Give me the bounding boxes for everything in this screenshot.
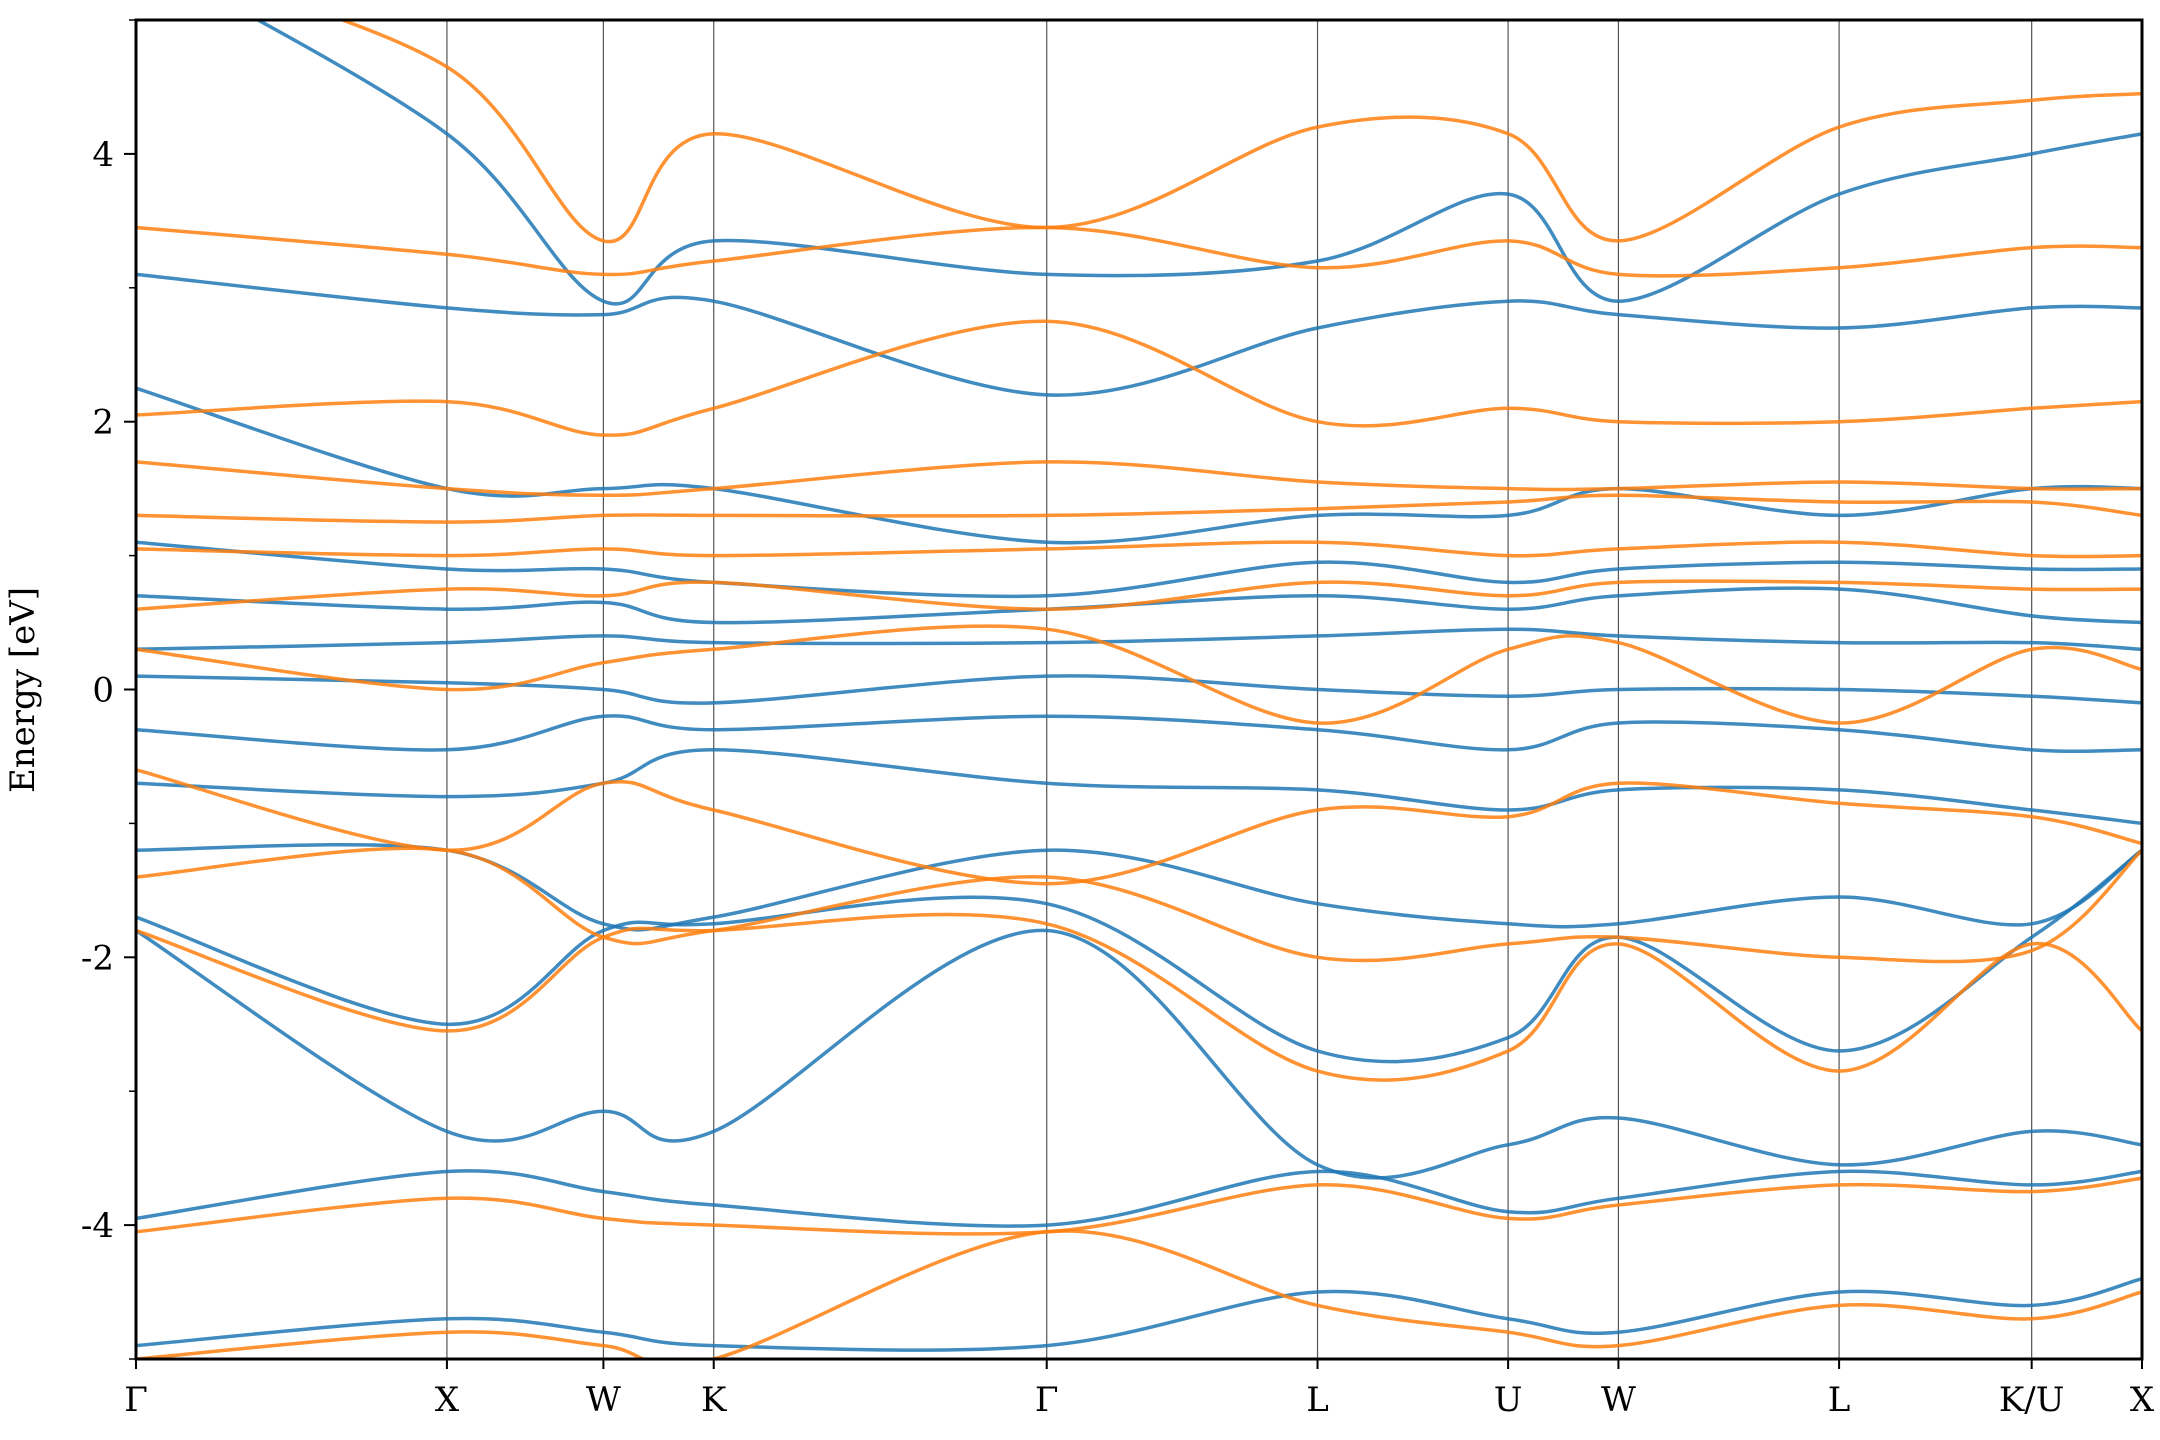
spin-down-bands <box>136 20 2142 1359</box>
spin-down-band-line <box>136 846 2142 964</box>
spin-down-band-line <box>136 493 2142 524</box>
spin-up-band-line <box>136 842 2142 932</box>
spin-down-band-line <box>136 319 2142 437</box>
x-tick-label: U <box>1494 1380 1523 1420</box>
x-tick-label: Γ <box>124 1380 148 1420</box>
spin-up-band-line <box>136 586 2142 625</box>
x-tick-label: K/U <box>1999 1380 2065 1420</box>
spin-down-band-line <box>136 540 2142 559</box>
x-tick-label: K <box>701 1380 727 1420</box>
x-tick-label: L <box>1828 1380 1851 1420</box>
spin-up-band-line <box>136 1276 2142 1352</box>
spin-up-band-line <box>136 748 2142 826</box>
x-axis-ticks: Γ X W K Γ L U W L K/U X <box>124 1359 2155 1420</box>
y-axis-ticks: -4 -2 0 2 4 <box>81 19 136 1360</box>
spin-up-band-line <box>136 848 2142 1064</box>
spin-up-bands <box>136 20 2142 1352</box>
spin-up-band-line <box>136 1169 2142 1228</box>
y-tick-label: -2 <box>81 938 114 978</box>
spin-up-band-line <box>136 928 2142 1180</box>
spin-down-band-line <box>136 460 2142 498</box>
spin-down-band-line <box>136 1176 2142 1236</box>
spin-down-band-line <box>136 624 2142 725</box>
spin-down-band-line <box>337 20 2142 244</box>
spin-up-band-line <box>136 714 2142 754</box>
spin-up-band-line <box>136 386 2142 545</box>
x-tick-label: L <box>1306 1380 1329 1420</box>
x-tick-label: W <box>1601 1380 1636 1420</box>
y-tick-label: 0 <box>92 671 114 711</box>
x-tick-label: Γ <box>1035 1380 1059 1420</box>
spin-down-band-line <box>136 768 2142 886</box>
spin-up-band-line <box>136 540 2142 599</box>
spin-up-band-line <box>136 272 2142 397</box>
x-tick-label: X <box>435 1380 460 1420</box>
y-tick-label: 4 <box>92 135 114 175</box>
spin-up-band-line <box>136 627 2142 652</box>
spin-up-band-line <box>254 20 2142 306</box>
spin-down-band-line <box>136 225 2142 278</box>
spin-down-band-line <box>136 1229 2142 1359</box>
x-tick-label: X <box>2130 1380 2155 1420</box>
y-tick-label: 2 <box>92 403 114 443</box>
spin-down-band-line <box>136 579 2142 611</box>
y-tick-label: -4 <box>81 1206 114 1246</box>
x-tick-label: W <box>586 1380 621 1420</box>
spin-down-band-line <box>136 912 2142 1082</box>
y-axis-title: Energy [eV] <box>3 587 43 793</box>
spin-up-band-line <box>136 674 2142 705</box>
